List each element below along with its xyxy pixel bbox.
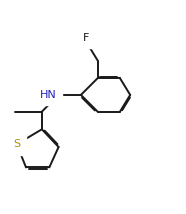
Text: F: F	[83, 33, 90, 43]
Text: S: S	[13, 139, 20, 149]
Text: HN: HN	[40, 90, 57, 100]
